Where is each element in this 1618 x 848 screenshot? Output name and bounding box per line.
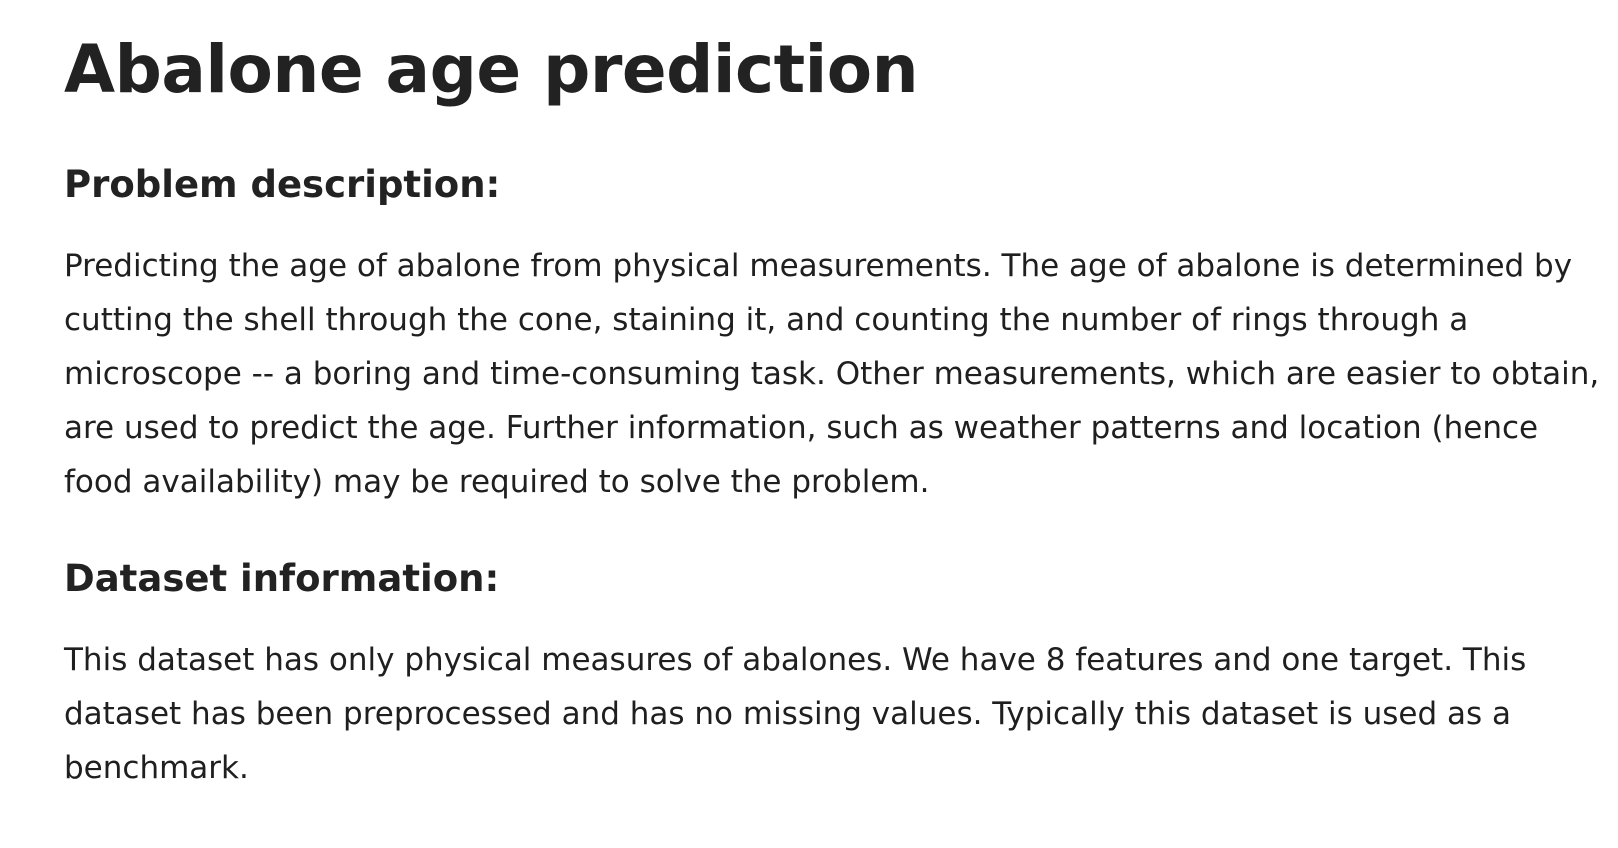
paragraph-line: dataset has been preprocessed and has no… — [64, 696, 1512, 732]
section-paragraph-dataset-information: This dataset has only physical measures … — [64, 633, 1526, 795]
section-heading-problem-description: Problem description: — [64, 163, 501, 206]
section-paragraph-problem-description: Predicting the age of abalone from physi… — [64, 239, 1599, 509]
section-heading-dataset-information: Dataset information: — [64, 557, 500, 600]
paragraph-line: cutting the shell through the cone, stai… — [64, 302, 1469, 338]
paragraph-line: microscope -- a boring and time-consumin… — [64, 356, 1600, 392]
paragraph-line: Predicting the age of abalone from physi… — [64, 248, 1573, 284]
paragraph-line: benchmark. — [64, 750, 249, 786]
page-title: Abalone age prediction — [64, 31, 919, 108]
paragraph-line: are used to predict the age. Further inf… — [64, 410, 1539, 446]
paragraph-line: This dataset has only physical measures … — [64, 642, 1527, 678]
paragraph-line: food availability) may be required to so… — [64, 464, 930, 500]
